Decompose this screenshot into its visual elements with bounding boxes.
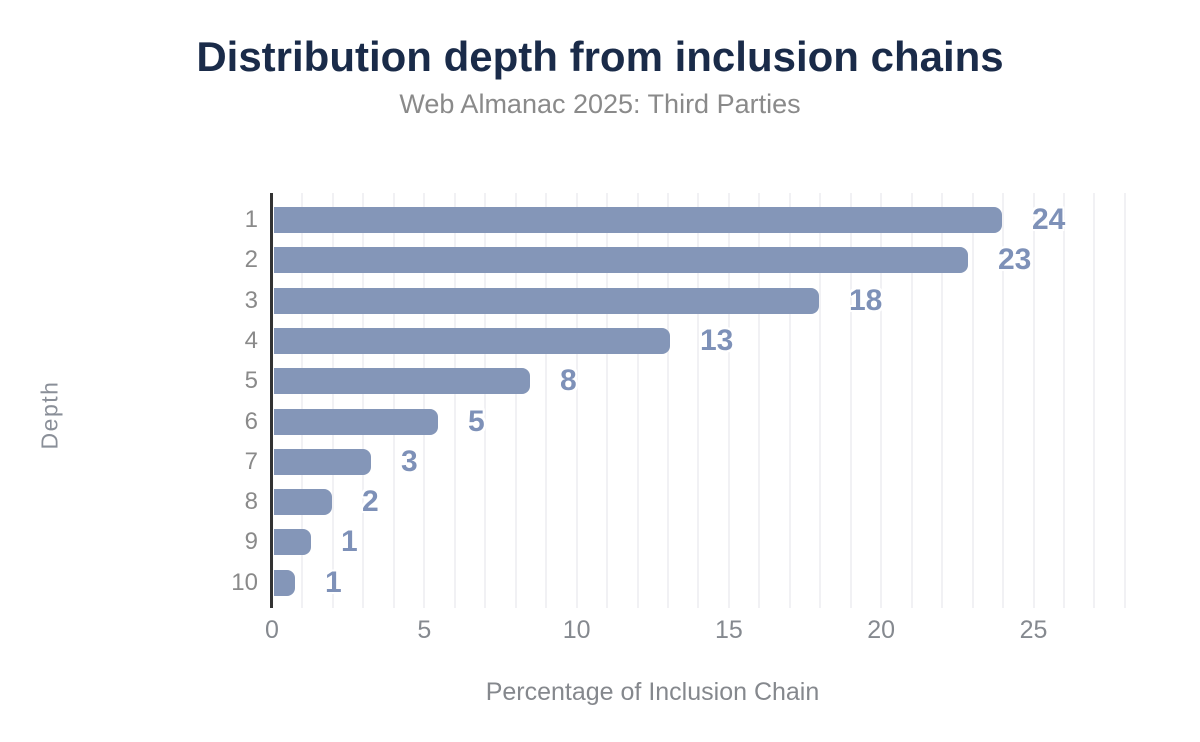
- gridline: [758, 193, 761, 608]
- chart-subtitle: Web Almanac 2025: Third Parties: [399, 89, 801, 119]
- bar-row: 1 24: [245, 200, 1132, 240]
- x-tick-label: 20: [867, 616, 896, 644]
- gridline: [697, 193, 700, 608]
- y-tick-label: 6: [244, 407, 258, 435]
- gridline: [1062, 193, 1065, 608]
- gridline: [575, 193, 578, 608]
- gridline: [545, 193, 548, 608]
- gridline: [636, 193, 639, 608]
- gridline: [606, 193, 609, 608]
- gridline: [941, 193, 944, 608]
- gridline: [392, 193, 395, 608]
- x-tick-label: 15: [714, 616, 743, 644]
- y-tick-label: 9: [244, 528, 258, 556]
- x-axis-title: Percentage of Inclusion Chain: [485, 678, 820, 706]
- gridline: [880, 193, 883, 608]
- gridline: [1032, 193, 1035, 608]
- y-tick-label: 5: [244, 367, 258, 395]
- bar-row: 3 18: [245, 281, 1132, 321]
- bar: [274, 529, 311, 556]
- x-tick-label: 10: [562, 616, 591, 644]
- y-tick-label: 8: [244, 488, 258, 516]
- bar: [274, 569, 295, 596]
- y-tick-label: 3: [244, 286, 258, 314]
- gridline: [788, 193, 791, 608]
- y-tick-label: 7: [244, 447, 258, 475]
- gridline: [727, 193, 730, 608]
- gridline: [971, 193, 974, 608]
- x-tick-label: 25: [1019, 616, 1048, 644]
- bar-value-label: 1: [325, 565, 342, 599]
- plot-area: 1 24 2 23 3 18 4 13 5 8 6 5 7 3 8 2 9 1 10 1: [231, 193, 1132, 608]
- x-tick-label: 0: [265, 616, 279, 644]
- gridline: [484, 193, 487, 608]
- gridline: [819, 193, 822, 608]
- gridline: [301, 193, 304, 608]
- bar-value-label: 24: [1032, 203, 1066, 236]
- bar: [274, 448, 371, 475]
- bar: [274, 247, 968, 274]
- bar-value-label: 3: [401, 444, 418, 478]
- bar: [274, 287, 819, 314]
- bar-value-label: 5: [468, 404, 485, 438]
- gridline: [514, 193, 517, 608]
- bar: [274, 207, 1002, 233]
- gridline: [1093, 193, 1096, 608]
- bar: [274, 327, 670, 354]
- bar-value-label: 2: [362, 485, 379, 519]
- bar-row: 10 1: [231, 563, 1132, 603]
- bar-value-label: 18: [849, 283, 883, 317]
- gridline: [423, 193, 426, 608]
- gridline: [1002, 193, 1005, 608]
- bar-row: 4 13: [245, 321, 1132, 361]
- x-tick-label: 5: [417, 616, 432, 644]
- y-tick-label: 1: [244, 206, 258, 233]
- bar-row: 2 23: [245, 240, 1132, 280]
- gridline: [666, 193, 669, 608]
- gridline: [849, 193, 852, 608]
- y-axis-line: [270, 193, 273, 608]
- bar-value-label: 23: [998, 243, 1032, 277]
- y-tick-label: 4: [244, 326, 258, 354]
- bar-value-label: 1: [341, 525, 358, 559]
- gridline: [1123, 193, 1126, 608]
- y-tick-label: 10: [231, 568, 258, 596]
- gridline: [910, 193, 913, 608]
- chart-title: Distribution depth from inclusion chains: [196, 33, 1004, 80]
- gridline: [331, 193, 334, 608]
- bar-value-label: 8: [560, 364, 577, 398]
- x-axis-ticks: 0 5 10 15 20 25: [265, 608, 1132, 648]
- y-axis-title: Depth: [36, 380, 63, 450]
- bar: [274, 368, 530, 395]
- bar-value-label: 13: [700, 323, 734, 357]
- bar: [274, 408, 438, 435]
- gridline: [453, 193, 456, 608]
- y-tick-label: 2: [244, 246, 258, 274]
- gridline: [362, 193, 365, 608]
- bar: [274, 489, 332, 516]
